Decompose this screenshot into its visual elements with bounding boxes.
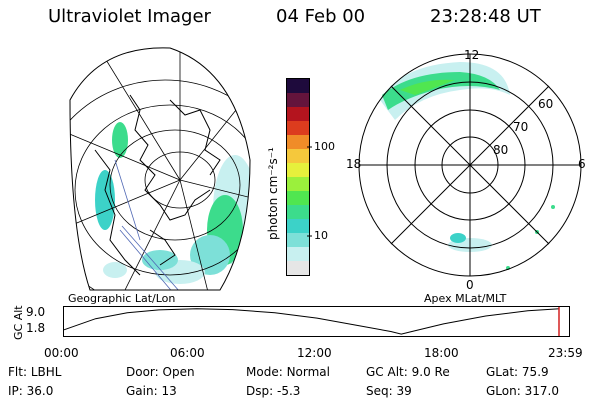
status-door: Door: Open: [126, 365, 195, 379]
mlt-label-18: 18: [346, 157, 362, 171]
observation-time: 23:28:48 UT: [430, 6, 541, 27]
status-ip: IP: 36.0: [8, 384, 54, 398]
geographic-aurora: [95, 122, 250, 284]
geographic-map-label: Geographic Lat/Lon: [68, 292, 176, 305]
colorbar-swatch-9: [287, 135, 309, 149]
polar-grid: [358, 53, 582, 277]
status-glon: GLon: 317.0: [486, 384, 559, 398]
altitude-curve: [63, 308, 560, 335]
xtick-1200: 12:00: [297, 346, 332, 360]
colorbar-swatch-3: [287, 219, 309, 233]
colorbar-tick-10: 10: [314, 229, 328, 242]
altitude-timeline: [63, 306, 570, 337]
colorbar-swatch-6: [287, 177, 309, 191]
colorbar-unit-label: photon cm⁻²s⁻¹: [266, 147, 280, 240]
timeline-axis-title: GC Alt: [12, 305, 25, 340]
status-glat: GLat: 75.9: [486, 365, 549, 379]
timeline-ytick-min: 1.8: [26, 321, 46, 335]
xtick-1800: 18:00: [424, 346, 459, 360]
coastlines: [94, 94, 221, 276]
xtick-0000: 00:00: [44, 346, 79, 360]
colorbar: [286, 78, 310, 276]
status-gc-alt: GC Alt: 9.0 Re: [366, 365, 450, 379]
colorbar-tick-100: 100: [314, 140, 335, 153]
timeline-ytick-max: 9.0: [26, 305, 46, 319]
status-dsp: Dsp: -5.3: [246, 384, 301, 398]
instrument-title: Ultraviolet Imager: [48, 6, 211, 27]
colorbar-swatch-2: [287, 233, 309, 247]
colorbar-ticks: [307, 146, 312, 237]
status-seq: Seq: 39: [366, 384, 412, 398]
status-mode: Mode: Normal: [246, 365, 330, 379]
mlat-label-70: 70: [513, 120, 529, 134]
apex-map-label: Apex MLat/MLT: [424, 292, 507, 305]
geographic-map: [69, 47, 251, 291]
colorbar-swatch-0: [287, 261, 309, 275]
field-lines: [114, 159, 181, 291]
colorbar-swatch-12: [287, 93, 309, 107]
mlt-label-0: 0: [466, 278, 474, 292]
status-gain: Gain: 13: [126, 384, 177, 398]
xtick-0600: 06:00: [170, 346, 205, 360]
xtick-2359: 23:59: [548, 346, 583, 360]
colorbar-swatch-8: [287, 149, 309, 163]
status-flt: Flt: LBHL: [8, 365, 62, 379]
colorbar-swatch-5: [287, 191, 309, 205]
lat-lon-grid: [70, 47, 250, 291]
apex-polar-map: [358, 53, 582, 277]
colorbar-swatch-10: [287, 121, 309, 135]
observation-date: 04 Feb 00: [276, 6, 366, 27]
mlt-label-6: 6: [578, 157, 586, 171]
colorbar-swatch-1: [287, 247, 309, 261]
colorbar-swatch-4: [287, 205, 309, 219]
colorbar-swatch-11: [287, 107, 309, 121]
mlt-label-12: 12: [464, 48, 480, 62]
earth-limb: [69, 47, 251, 291]
mlat-label-60: 60: [538, 97, 554, 111]
mlat-label-80: 80: [493, 143, 509, 157]
colorbar-swatch-13: [287, 79, 309, 93]
colorbar-swatch-7: [287, 163, 309, 177]
polar-aurora: [380, 62, 555, 270]
